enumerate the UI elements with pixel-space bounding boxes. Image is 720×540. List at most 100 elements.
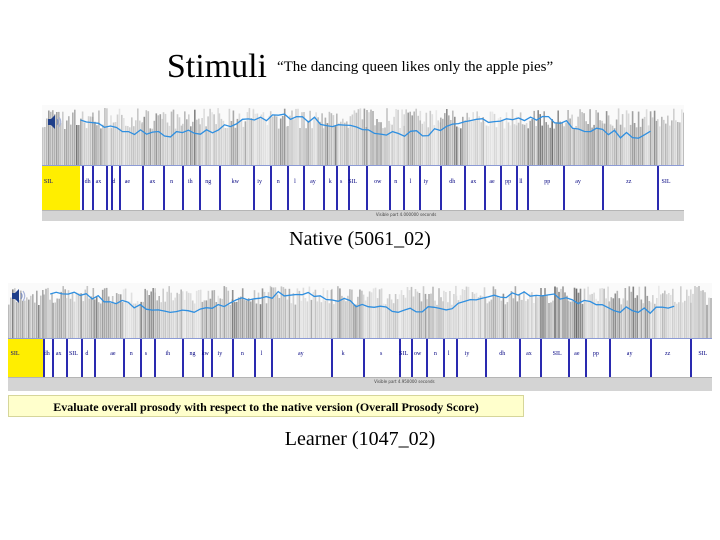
segment-boundary[interactable] (362, 339, 365, 379)
segment-boundary[interactable] (201, 339, 204, 379)
segment-boundary[interactable] (253, 339, 256, 379)
phoneme-label: ae (489, 179, 495, 185)
segment-boundary[interactable] (122, 339, 125, 379)
segment-boundary[interactable] (119, 166, 122, 212)
phoneme-label: ll (519, 179, 523, 185)
segment-boundary[interactable] (211, 339, 214, 379)
segment-boundary[interactable] (270, 339, 273, 379)
segment-boundary[interactable] (80, 339, 83, 379)
segment-boundary[interactable] (231, 339, 234, 379)
phoneme-label: d (112, 179, 116, 185)
segment-boundary[interactable] (419, 166, 422, 212)
learner-phoneme-tier[interactable]: SIL dh ax SIL d ae n s ih ng kw iy n l ay k s SIL ow n l iy dh… (8, 338, 712, 379)
phoneme-label: ax (55, 351, 62, 357)
segment-boundary[interactable] (440, 166, 443, 212)
segment-boundary[interactable] (141, 166, 144, 212)
learner-caption: Learner (1047_02) (284, 428, 436, 450)
segment-boundary[interactable] (336, 166, 339, 212)
phoneme-label: SIL (10, 351, 20, 357)
phoneme-label: l (260, 351, 263, 357)
phoneme-label: n (276, 179, 280, 185)
segment-boundary[interactable] (499, 166, 502, 212)
segment-boundary[interactable] (519, 339, 522, 379)
phoneme-label: kw (201, 351, 209, 357)
phoneme-label: n (170, 179, 174, 185)
segment-boundary[interactable] (331, 339, 334, 379)
segment-boundary[interactable] (269, 166, 272, 212)
phoneme-label: SIL (552, 351, 562, 357)
phoneme-label: zz (626, 179, 632, 185)
segment-boundary[interactable] (398, 339, 401, 379)
segment-boundary[interactable] (464, 166, 467, 212)
phoneme-label: ow (414, 351, 422, 357)
segment-boundary[interactable] (366, 166, 369, 212)
phoneme-label: zz (664, 351, 671, 357)
learner-sil-highlight (8, 339, 43, 379)
segment-boundary[interactable] (443, 339, 446, 379)
phoneme-label: ow (374, 179, 382, 185)
segment-boundary[interactable] (52, 339, 55, 379)
segment-boundary[interactable] (93, 339, 96, 379)
segment-boundary[interactable] (110, 166, 113, 212)
phoneme-label: n (433, 351, 437, 357)
segment-boundary[interactable] (515, 166, 518, 212)
segment-boundary[interactable] (563, 166, 566, 212)
phoneme-label: ih (187, 179, 193, 185)
segment-boundary[interactable] (567, 339, 570, 379)
segment-boundary[interactable] (140, 339, 143, 379)
segment-boundary[interactable] (181, 166, 184, 212)
phoneme-label: ay (310, 179, 316, 185)
native-speaker-icon[interactable] (46, 112, 64, 132)
segment-boundary[interactable] (410, 339, 413, 379)
segment-boundary[interactable] (690, 339, 693, 379)
native-caption: Native (5061_02) (289, 228, 431, 250)
phoneme-label: dh (499, 351, 506, 357)
evaluation-instruction: Evaluate overall prosody with respect to… (8, 395, 524, 417)
segment-boundary[interactable] (252, 166, 255, 212)
segment-boundary[interactable] (483, 166, 486, 212)
segment-boundary[interactable] (43, 339, 46, 379)
phoneme-label: dh (84, 179, 91, 185)
phoneme-label: iy (217, 351, 223, 357)
segment-boundary[interactable] (92, 166, 95, 212)
segment-boundary[interactable] (403, 166, 406, 212)
phoneme-label: SIL (68, 351, 78, 357)
phoneme-label: kw (231, 179, 239, 185)
phoneme-label: pp (505, 179, 512, 185)
segment-boundary[interactable] (389, 166, 392, 212)
segment-boundary[interactable] (601, 166, 604, 212)
phoneme-label: ih (165, 351, 171, 357)
segment-boundary[interactable] (527, 166, 530, 212)
learner-status-text: Visible part 4.950000 seconds (374, 379, 435, 384)
segment-boundary[interactable] (181, 339, 184, 379)
segment-boundary[interactable] (608, 339, 611, 379)
segment-boundary[interactable] (484, 339, 487, 379)
learner-speaker-icon[interactable] (10, 286, 28, 306)
learner-status-bar: Visible part 4.950000 seconds (8, 377, 712, 391)
phoneme-label: ax (526, 351, 532, 357)
segment-boundary[interactable] (287, 166, 290, 212)
segment-boundary[interactable] (650, 339, 653, 379)
segment-boundary[interactable] (540, 339, 543, 379)
native-spectrogram (42, 105, 684, 165)
segment-boundary[interactable] (585, 339, 588, 379)
segment-boundary[interactable] (65, 339, 68, 379)
segment-boundary[interactable] (322, 166, 325, 212)
segment-boundary[interactable] (218, 166, 221, 212)
segment-boundary[interactable] (657, 166, 660, 212)
native-status-text: Visible part 4.000000 seconds (375, 212, 437, 217)
phoneme-label: ax (95, 179, 102, 185)
segment-boundary[interactable] (81, 166, 84, 212)
segment-boundary[interactable] (455, 339, 458, 379)
native-phoneme-tier[interactable]: SIL dh ax d ae ax n ih ng kw iy n l ay k s SIL ow n l iy dh ax… (42, 165, 684, 212)
segment-boundary[interactable] (154, 339, 157, 379)
stimuli-sentence: “The dancing queen likes only the apple … (276, 59, 554, 75)
segment-boundary[interactable] (347, 166, 350, 212)
segment-boundary[interactable] (106, 166, 109, 212)
segment-boundary[interactable] (199, 166, 202, 212)
segment-boundary[interactable] (162, 166, 165, 212)
phoneme-label: pp (544, 179, 551, 185)
phoneme-label: n (394, 179, 398, 185)
segment-boundary[interactable] (303, 166, 306, 212)
segment-boundary[interactable] (426, 339, 429, 379)
